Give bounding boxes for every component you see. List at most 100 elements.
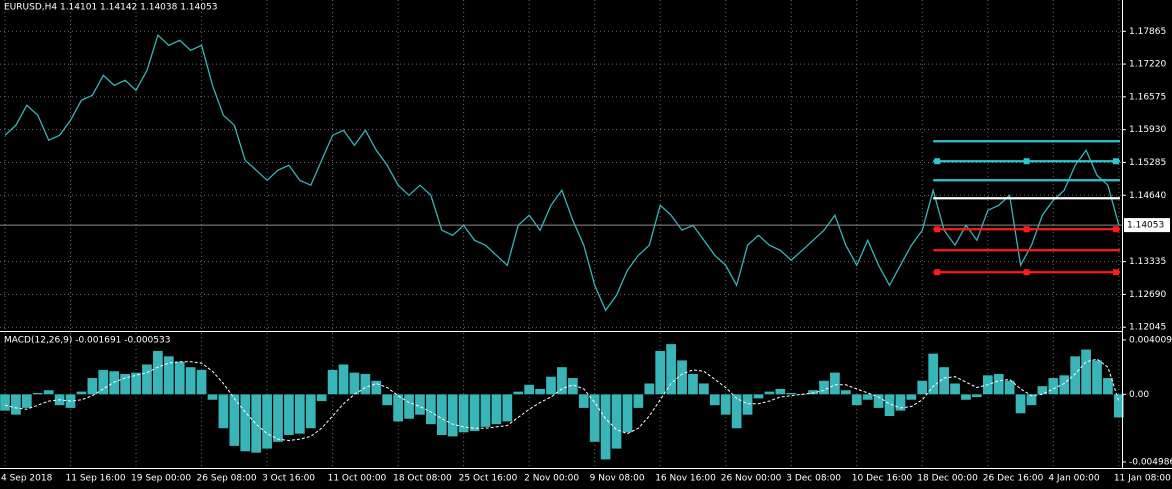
macd-bar [928,353,939,395]
x-tick-label: 4 Sep 2018 [1,474,53,484]
macd-bar [611,394,622,449]
macd-bar [786,392,797,395]
macd-bar [819,380,829,395]
macd-bar [961,394,971,400]
x-tick-label: 18 Dec 00:00 [917,474,978,484]
macd-bar [163,356,174,395]
macd-bar [873,394,884,408]
macd-bar [1026,394,1037,406]
macd-bar [775,388,786,395]
macd-bar [830,372,840,395]
macd-bar [1015,394,1026,414]
macd-bar [87,378,98,395]
macd-bar [273,394,283,442]
macd-bar [709,394,720,406]
macd-bar [699,383,709,395]
x-tick-label: 11 Jan 08:00 [1114,474,1171,484]
level-handle [1023,226,1030,233]
level-handle [1113,226,1119,233]
macd-bar [32,392,43,395]
macd-bar [76,391,87,395]
grid-layer [0,0,1122,468]
macd-bar [578,394,589,408]
macd-bar [284,394,294,436]
macd-bar [972,394,982,398]
macd-bar [1059,375,1070,395]
current-price-label: 1.14053 [1127,221,1164,231]
level-handle [934,158,941,165]
signal-line [4,358,1120,442]
macd-bar [153,350,163,395]
macd-bar [371,380,382,395]
macd-bar [21,394,32,408]
macd-bar [251,394,262,453]
macd-bar [415,394,425,415]
macd-bar [906,394,917,400]
macd-bar [513,391,524,395]
macd-bar [0,394,10,411]
macd-bar [229,394,240,446]
macd-bar [11,394,21,415]
x-tick-label: 19 Sep 00:00 [131,474,191,484]
y-tick-label: 1.13335 [1129,257,1166,267]
macd-bar [131,372,141,395]
macd-bar [469,394,480,431]
macd-bar [600,394,611,460]
macd-bar [742,394,753,415]
macd-bar [196,369,207,395]
macd-bar [840,390,851,395]
level-handle [934,226,941,233]
macd-bar [491,394,502,425]
macd-bar [1004,380,1015,395]
x-tick-label: 16 Nov 16:00 [655,474,716,484]
x-tick-label: 11 Sep 16:00 [66,474,126,484]
macd-bar [360,373,371,395]
macd-bar [43,390,54,395]
macd-bar [851,394,862,406]
x-tick-label: 4 Jan 00:00 [1048,474,1100,484]
macd-bar [218,394,229,429]
macd-bar [546,376,556,395]
macd-bar [677,360,687,395]
macd-bar [884,394,895,417]
y-tick-label: 1.14640 [1129,191,1166,201]
macd-bar [98,369,109,395]
macd-bar [447,394,458,437]
x-tick-label: 10 Dec 16:00 [852,474,913,484]
macd-bar [939,367,949,395]
x-tick-label: 3 Dec 08:00 [786,474,841,484]
macd-bar [142,364,152,395]
macd-bar [1037,386,1048,395]
macd-bar [622,394,633,433]
macd-bar [524,384,535,395]
macd-bar [120,373,130,395]
macd-bar [753,394,764,399]
macd-bar [557,367,567,395]
price-title: EURUSD,H4 1.14101 1.14142 1.14038 1.1405… [4,3,217,13]
y-tick-label: -0.004986 [1129,457,1172,467]
macd-bar [207,394,218,400]
macd-bar [338,364,349,395]
y-tick-label: 1.12045 [1129,323,1166,333]
y-tick-label: 1.17220 [1129,60,1166,70]
macd-bar [327,369,338,395]
macd-bar [589,394,600,442]
x-tick-label: 2 Nov 00:00 [524,474,579,484]
macd-bar [950,383,960,395]
x-tick-label: 26 Nov 00:00 [721,474,782,484]
x-tick-label: 26 Dec 16:00 [983,474,1044,484]
level-handle [934,269,941,276]
macd-bar [731,394,742,429]
macd-bar [1103,378,1113,395]
macd-bar [895,394,906,411]
current-price-box [1124,218,1170,233]
macd-bar [666,344,676,395]
macd-bar [240,394,251,452]
macd-bar [1092,360,1102,395]
macd-bar [404,394,414,419]
macd-bar [567,378,578,395]
macd-bar [535,388,545,395]
x-tick-label: 9 Nov 08:00 [590,474,645,484]
x-tick-label: 26 Sep 08:00 [197,474,257,484]
